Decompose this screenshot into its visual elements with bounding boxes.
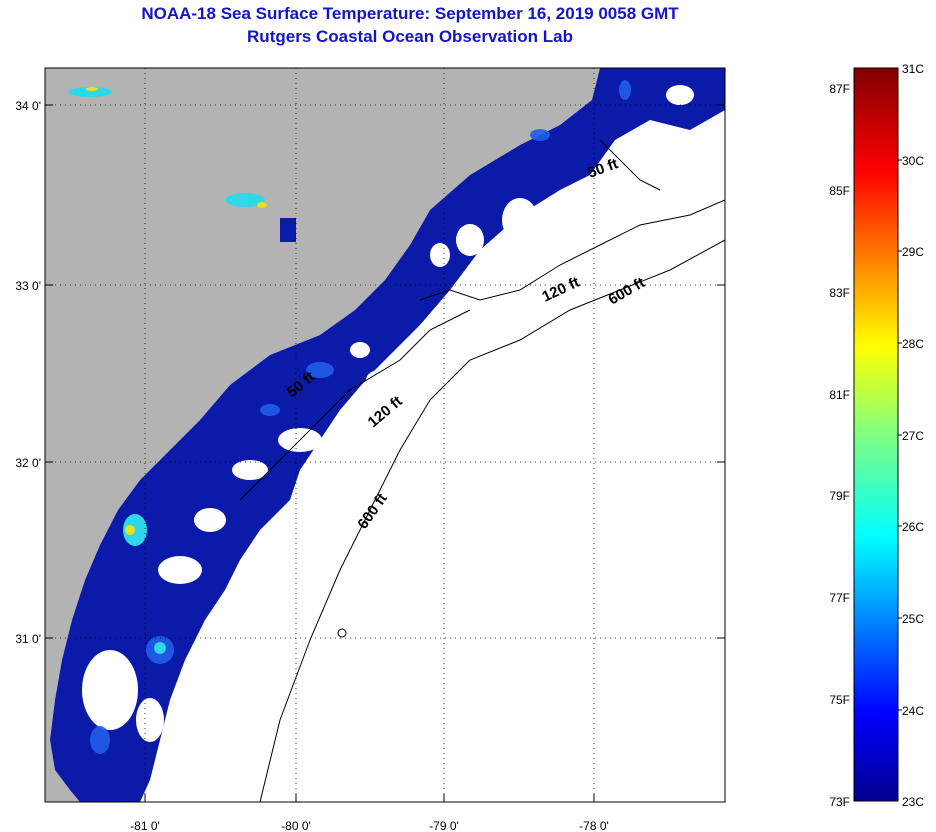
lat-label: 33 0' — [15, 279, 41, 293]
colorbar-c-label: 27C — [902, 429, 924, 443]
colorbar-f-label: 85F — [829, 184, 850, 198]
sst-inland-patch — [280, 218, 296, 242]
graticule — [45, 68, 725, 802]
colorbar-fahrenheit-labels: 87F 85F 83F 81F 79F 77F 75F 73F — [829, 82, 850, 809]
colorbar-c-label: 29C — [902, 245, 924, 259]
lat-label: 31 0' — [15, 632, 41, 646]
lon-label: -78 0' — [579, 819, 609, 832]
lat-label: 34 0' — [15, 99, 41, 113]
sst-hot-spots — [86, 87, 267, 535]
axis-ticks — [45, 104, 725, 802]
lat-label: 32 0' — [15, 456, 41, 470]
colorbar-f-label: 77F — [829, 591, 850, 605]
colorbar-c-label: 28C — [902, 337, 924, 351]
colorbar-celsius-labels: 31C 30C 29C 28C 27C 26C 25C 24C 23C — [902, 62, 924, 809]
temperature-colorbar — [853, 67, 899, 802]
colorbar-c-label: 24C — [902, 704, 924, 718]
colorbar-c-label: 31C — [902, 62, 924, 76]
colorbar-f-label: 79F — [829, 489, 850, 503]
lon-label: -79 0' — [429, 819, 459, 832]
map-frame — [44, 67, 726, 803]
depth-contours — [239, 139, 725, 802]
lon-label: -80 0' — [281, 819, 311, 832]
map-area — [45, 68, 725, 802]
map-subtitle: Rutgers Coastal Ocean Observation Lab — [247, 27, 573, 46]
colorbar-f-label: 87F — [829, 82, 850, 96]
colorbar-f-label: 81F — [829, 388, 850, 402]
colorbar-c-label: 25C — [902, 612, 924, 626]
colorbar-c-label: 23C — [902, 795, 924, 809]
colorbar-c-label: 30C — [902, 154, 924, 168]
colorbar-f-label: 83F — [829, 286, 850, 300]
colorbar-c-label: 26C — [902, 520, 924, 534]
longitude-labels: -81 0' -80 0' -79 0' -78 0' — [130, 819, 609, 832]
colorbar-celsius-ticks — [898, 159, 902, 711]
colorbar-f-label: 75F — [829, 693, 850, 707]
lon-label: -81 0' — [130, 819, 160, 832]
map-title: NOAA-18 Sea Surface Temperature: Septemb… — [141, 4, 679, 23]
latitude-labels: 34 0' 33 0' 32 0' 31 0' — [15, 99, 41, 646]
sst-band-dark — [50, 68, 725, 802]
colorbar-f-label: 73F — [829, 795, 850, 809]
land-mass — [45, 68, 600, 802]
